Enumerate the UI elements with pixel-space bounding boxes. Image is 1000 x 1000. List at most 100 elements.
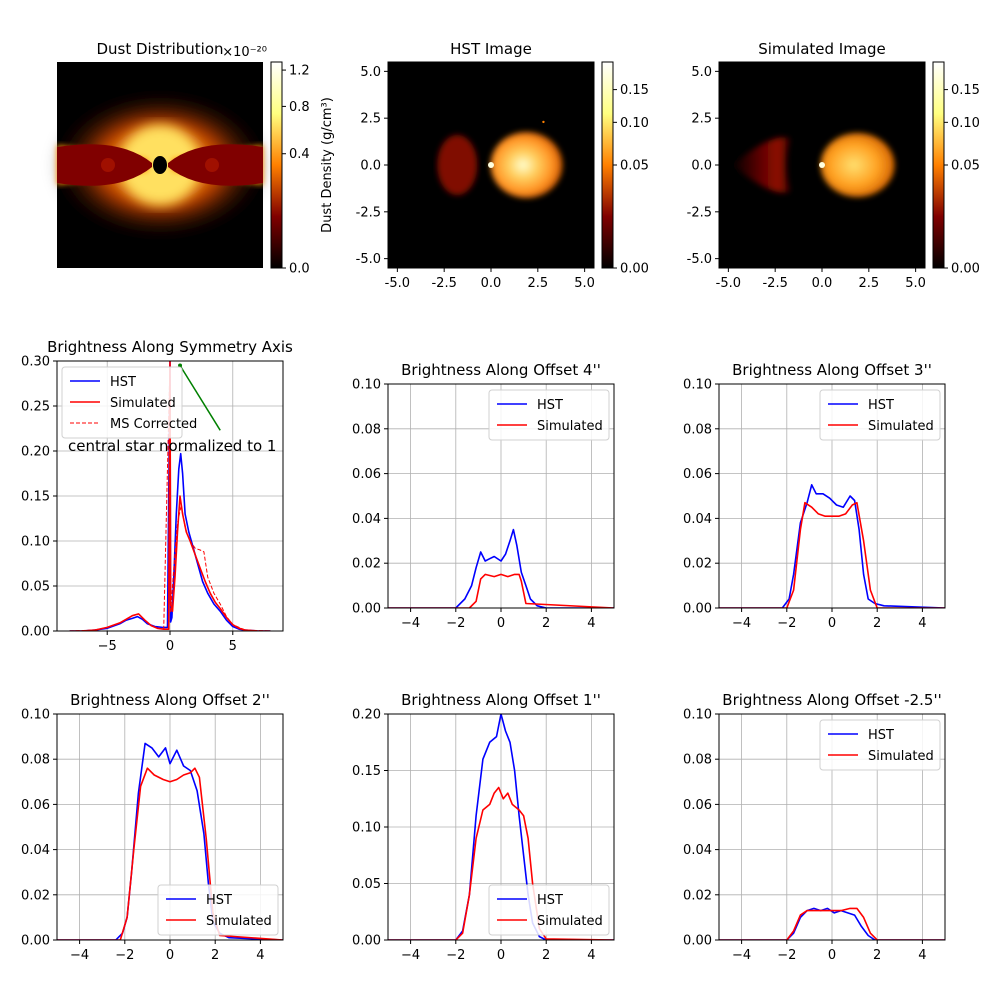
y-tick-label: 0.08 (683, 753, 712, 768)
y-tick-label: 0.0 (691, 159, 712, 174)
x-tick-label: −4 (732, 616, 751, 631)
x-tick-label: 2 (873, 616, 881, 631)
legend-box (819, 719, 941, 771)
x-tick-label: 4 (587, 616, 595, 631)
x-tick-label: −5 (98, 639, 117, 654)
hst-background-star (542, 120, 545, 124)
legend-label: Simulated (537, 914, 603, 929)
axes-frame (387, 713, 615, 941)
x-tick-label: 4 (918, 948, 926, 963)
legend: HST Simulated (488, 884, 610, 936)
x-tick-label: 0 (828, 616, 836, 631)
x-tick-label: 4 (587, 948, 595, 963)
y-tick-label: 0.08 (21, 753, 50, 768)
series-line-simulated (719, 907, 945, 940)
series-line-ms-corrected (69, 361, 271, 631)
axes-frame (718, 383, 946, 609)
x-tick-label: 0 (166, 948, 174, 963)
y-tick-label: 0.04 (21, 843, 50, 858)
series-line-simulated (388, 786, 614, 940)
legend-label: Simulated (537, 419, 603, 434)
series-group (719, 483, 945, 608)
x-tick-label: 0 (166, 639, 174, 654)
y-tick-label: 0.04 (683, 843, 712, 858)
colorbar-tick-label: 0.8 (289, 100, 310, 115)
colorbar-tick-label: 0.05 (620, 159, 649, 174)
y-tick-label: 0.10 (21, 535, 50, 550)
hst-central-star (488, 162, 494, 168)
colorbar-tick-label: 0.15 (951, 83, 980, 98)
y-tick-label: 0.00 (683, 602, 712, 617)
chart-title: Dust Distribution (96, 40, 223, 58)
y-tick-label: -2.5 (356, 205, 381, 220)
hst-left-lobe (437, 135, 478, 195)
x-tick-label: 4 (918, 616, 926, 631)
dust-clump-right (205, 158, 219, 172)
colorbar-tick-label: 0.10 (951, 116, 980, 131)
dust-clump-left (101, 158, 115, 172)
x-tick-label: 4 (256, 948, 264, 963)
sim-central-star (819, 162, 825, 168)
y-tick-label: 0.00 (352, 602, 381, 617)
x-tick-label: 2 (211, 948, 219, 963)
x-tick-label: -5.0 (385, 276, 410, 291)
x-tick-label: 2 (542, 616, 550, 631)
axes-frame (387, 61, 595, 269)
y-tick-label: 0.08 (352, 422, 381, 437)
y-tick-label: 0.00 (21, 934, 50, 949)
legend-label: Simulated (868, 419, 934, 434)
chart-title: Brightness Along Offset 2'' (70, 691, 270, 709)
chart-title: Brightness Along Offset 4'' (401, 361, 601, 379)
colorbar (601, 61, 614, 269)
offset-1-plot: −4 −2 0 2 4 0.00 0.05 0.10 0.15 0.20 Brightness Al… (352, 691, 615, 963)
y-tick-label: 2.5 (360, 112, 381, 127)
y-tick-label: 0.00 (683, 934, 712, 949)
series-line-simulated (388, 573, 614, 608)
colorbar (932, 61, 945, 269)
legend-label: Simulated (110, 396, 176, 411)
y-tick-label: 0.04 (352, 512, 381, 527)
series-line-hst (69, 361, 271, 631)
symmetry-axis-plot: −5 0 5 0.00 0.05 0.10 0.15 0.20 0.25 0.30Brightne… (21, 338, 293, 654)
colorbar-exponent: ×10⁻²⁰ (222, 45, 267, 60)
annotation-arrow (179, 365, 221, 431)
x-tick-label: 2 (873, 948, 881, 963)
series-group (719, 907, 945, 940)
y-tick-label: -5.0 (687, 252, 712, 267)
x-tick-label: -2.5 (431, 276, 456, 291)
y-tick-label: 0.06 (21, 798, 50, 813)
legend: HST Simulated MS Corrected (61, 366, 197, 439)
y-tick-label: -2.5 (687, 205, 712, 220)
x-tick-label: −2 (446, 948, 465, 963)
axes-frame (718, 61, 926, 269)
y-tick-label: 0.05 (352, 877, 381, 892)
series-line-simulated (57, 767, 283, 940)
offset-3-plot: −4 −2 0 2 4 0.00 0.02 0.04 0.06 0.08 0.10 Brightnes… (683, 361, 946, 631)
chart-title: Brightness Along Symmetry Axis (47, 338, 293, 356)
x-tick-label: 0 (828, 948, 836, 963)
chart-title: Brightness Along Offset 3'' (732, 361, 932, 379)
y-tick-label: -5.0 (356, 252, 381, 267)
colorbar-tick-label: 0.0 (289, 262, 310, 277)
legend-label: HST (537, 893, 563, 908)
y-tick-label: 0.10 (352, 821, 381, 836)
legend-label: HST (868, 728, 894, 743)
series-line-hst (719, 483, 945, 608)
chart-title: HST Image (450, 40, 532, 58)
x-tick-label: 2.5 (527, 276, 548, 291)
hst-image-panel: -5.0 -2.5 0.0 2.5 5.0 5.0 2.5 0.0 -2.5 -5.0 HST Im… (356, 40, 649, 291)
chart-title: Simulated Image (758, 40, 886, 58)
y-tick-label: 0.02 (21, 888, 50, 903)
series-line-simulated (719, 501, 945, 608)
x-tick-label: −2 (777, 616, 796, 631)
colorbar-tick-label: 0.10 (620, 116, 649, 131)
x-tick-label: 5.0 (905, 276, 926, 291)
series-line-hst (388, 528, 614, 608)
offset-4-plot: −4 −2 0 2 4 0.00 0.02 0.04 0.06 0.08 0.10 Brightnes… (352, 361, 615, 631)
hst-right-lobe (490, 132, 563, 198)
sim-left-lobe (732, 137, 791, 193)
dust-distribution-panel: Dust Distribution 1.2 0.8 0.4 0.0 ×10⁻²⁰ Dust … (50, 40, 335, 277)
y-tick-label: 0.05 (21, 580, 50, 595)
annotation-text: central star normalized to 1 (68, 437, 276, 455)
